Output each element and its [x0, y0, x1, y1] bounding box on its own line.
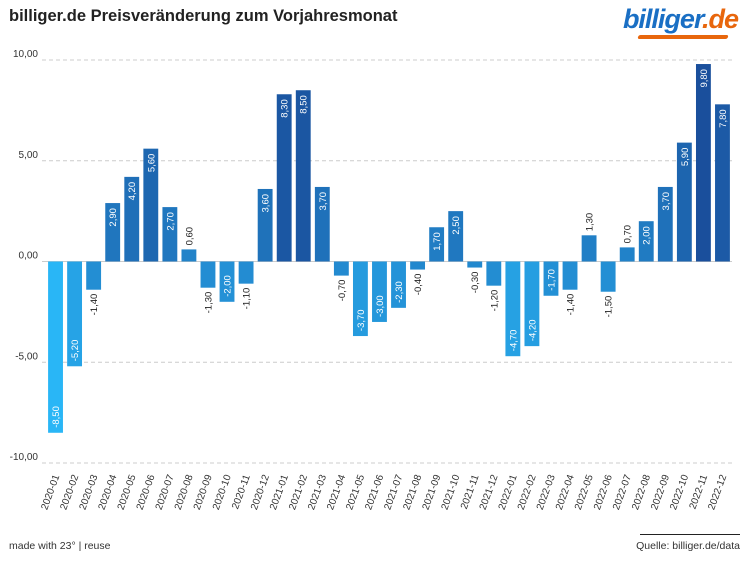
- bar-value-label: -1,20: [489, 290, 500, 312]
- bar-value-label: 8,30: [280, 99, 291, 118]
- bar-value-label: -5,20: [70, 340, 81, 362]
- bar: [505, 261, 521, 357]
- bar: [238, 261, 254, 284]
- bar: [486, 261, 502, 286]
- bar-value-label: 3,70: [661, 192, 672, 211]
- bar: [562, 261, 578, 290]
- bar: [391, 261, 406, 308]
- bar-value-label: -0,40: [413, 274, 424, 296]
- bar-value-label: -1,40: [566, 294, 577, 316]
- bar: [467, 261, 483, 268]
- bar-value-label: -2,00: [223, 275, 234, 297]
- bar-value-label: -1,10: [242, 288, 253, 310]
- bar: [410, 261, 426, 270]
- bar-value-label: 8,50: [299, 95, 310, 114]
- bar-value-label: -0,70: [337, 280, 348, 302]
- bar-value-label: 2,00: [642, 226, 653, 245]
- bar: [86, 261, 102, 290]
- bar: [181, 249, 197, 262]
- bar: [695, 64, 711, 262]
- bar: [105, 203, 121, 262]
- y-tick-label: 5,00: [19, 150, 39, 161]
- bar: [219, 261, 235, 302]
- bar: [295, 90, 311, 262]
- bar-value-label: -4,70: [508, 330, 519, 352]
- bar-value-label: 4,20: [127, 182, 138, 201]
- bar-value-label: -1,40: [89, 294, 100, 316]
- bar: [162, 207, 178, 262]
- bar: [676, 142, 692, 262]
- x-axis-ticks: 2020-012020-022020-032020-042020-052020-…: [39, 473, 729, 512]
- bar: [352, 261, 368, 337]
- bar-value-label: -1,70: [546, 269, 557, 291]
- bar: [257, 188, 273, 262]
- bar: [314, 186, 330, 262]
- logo-prefix: billiger: [622, 4, 703, 34]
- y-tick-label: -5,00: [15, 351, 38, 362]
- bar-value-label: -0,30: [470, 272, 481, 294]
- value-labels: -8,50 -5,20 -1,40 2,90 4,20 5,60 2,70 0,60 -1,30…: [51, 69, 729, 428]
- bar: [715, 104, 730, 262]
- bars: [48, 64, 730, 433]
- bar: [600, 261, 616, 292]
- bar-value-label: -8,50: [51, 406, 62, 428]
- bar: [543, 261, 559, 296]
- bar: [48, 261, 63, 433]
- bar-value-label: -4,20: [527, 319, 538, 341]
- bar-value-label: 3,70: [318, 192, 329, 211]
- footer-credit: made with 23° | reuse: [9, 540, 111, 552]
- footer-source: Quelle: billiger.de/data: [636, 540, 740, 552]
- bar-value-label: 0,60: [184, 227, 195, 246]
- bar-value-label: -3,70: [356, 309, 367, 331]
- bar-value-label: 7,80: [718, 109, 729, 128]
- bar: [333, 261, 349, 276]
- bar-value-label: -1,30: [203, 292, 214, 314]
- logo-dot: .: [701, 4, 709, 34]
- bar-value-label: 0,70: [623, 225, 634, 244]
- bar-value-label: 2,70: [165, 212, 176, 231]
- bar: [429, 227, 445, 262]
- billiger-logo: billiger.de: [622, 4, 739, 35]
- bar-value-label: 5,90: [680, 148, 691, 167]
- bar: [124, 176, 140, 262]
- bar: [372, 261, 387, 322]
- bar: [619, 247, 635, 262]
- x-tick-label: 2022-12: [706, 473, 729, 512]
- y-tick-label: 10,00: [13, 49, 38, 60]
- bar: [524, 261, 540, 347]
- bar-value-label: 5,60: [146, 154, 157, 173]
- bar-value-label: 2,90: [108, 208, 119, 227]
- bar-value-label: -1,50: [604, 296, 615, 318]
- chart-title: billiger.de Preisveränderung zum Vorjahr…: [9, 7, 398, 25]
- bar-value-label: 9,80: [699, 69, 710, 88]
- bar-value-label: 2,50: [451, 216, 462, 235]
- bar-value-label: 1,30: [585, 213, 596, 232]
- bar: [657, 186, 673, 262]
- y-axis-ticks: 10,00 5,00 0,00 -5,00 -10,00: [10, 49, 39, 463]
- bar-value-label: -3,00: [375, 295, 386, 317]
- bar: [276, 94, 292, 262]
- bar-value-label: 1,70: [432, 232, 443, 251]
- bar: [143, 148, 159, 262]
- y-tick-label: 0,00: [19, 251, 39, 262]
- bar: [581, 235, 597, 262]
- bar-value-label: 3,60: [261, 194, 272, 213]
- logo-suffix: de: [708, 4, 738, 34]
- bar: [638, 221, 654, 262]
- bar: [67, 261, 83, 367]
- footer-divider: [640, 534, 740, 535]
- bar: [200, 261, 216, 288]
- bar: [448, 211, 464, 262]
- y-tick-label: -10,00: [10, 452, 39, 463]
- bar-value-label: -2,30: [394, 281, 405, 303]
